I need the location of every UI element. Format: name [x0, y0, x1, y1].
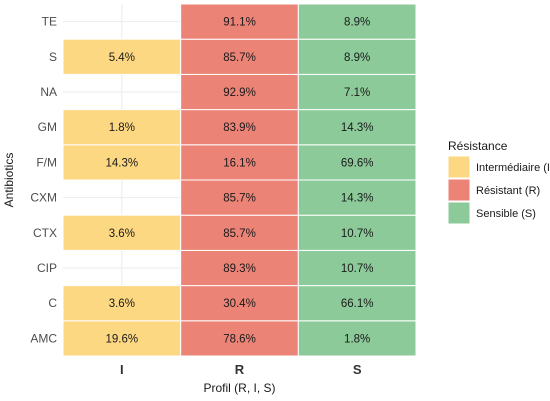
cell-label-c-i: 3.6% — [109, 298, 135, 310]
cell-label-f-m-s: 69.6% — [341, 157, 374, 169]
cell-label-cip-r: 89.3% — [223, 263, 256, 275]
cell-label-f-m-i: 14.3% — [106, 157, 139, 169]
legend: Résistance Intermédiaire (I) Résistant (R… — [447, 139, 550, 225]
legend-swatch-r — [447, 178, 471, 202]
legend-swatch-s — [447, 201, 471, 225]
cell-label-f-m-r: 16.1% — [223, 157, 256, 169]
y-tick-s: S — [49, 50, 57, 64]
legend-label-s: Sensible (S) — [476, 208, 536, 220]
y-tick-cxm: CXM — [30, 191, 57, 205]
cell-label-c-r: 30.4% — [223, 298, 256, 310]
cell-amc-s — [297, 320, 417, 357]
y-tick-amc: AMC — [30, 331, 57, 345]
legend-items: Intermédiaire (I) Résistant (R) Sensible (… — [447, 155, 550, 225]
y-tick-f-m: F/M — [36, 155, 57, 169]
legend-title: Résistance — [448, 139, 508, 153]
y-tick-te: TE — [42, 15, 57, 29]
cell-ctx-i — [62, 214, 182, 251]
cell-label-te-r: 91.1% — [223, 17, 256, 29]
cell-ctx-r — [180, 214, 299, 251]
cell-amc-r — [180, 320, 299, 357]
cell-na-r — [180, 73, 299, 111]
cell-label-amc-r: 78.6% — [223, 333, 256, 345]
cell-label-c-s: 66.1% — [341, 298, 374, 310]
cell-label-te-s: 8.9% — [344, 17, 370, 29]
y-tick-c: C — [48, 296, 57, 310]
cell-cip-s — [297, 249, 417, 287]
cell-label-cip-s: 10.7% — [341, 263, 374, 275]
y-tick-na: NA — [40, 85, 57, 99]
cell-labels-layer: 19.6% 78.6% 1.8% 3.6% 30.4% 66.1% 89.3% 10.7% 3.… — [106, 17, 374, 346]
y-axis-title: Antibiotics — [2, 153, 16, 208]
cell-c-i — [62, 285, 182, 322]
cell-f-m-s — [297, 144, 417, 181]
x-axis-title: Profil (R, I, S) — [203, 381, 275, 395]
cell-label-amc-s: 1.8% — [344, 333, 370, 345]
cell-label-ctx-r: 85.7% — [223, 228, 256, 240]
cell-label-cxm-r: 85.7% — [223, 193, 256, 205]
y-tick-gm: GM — [38, 120, 57, 134]
cell-gm-r — [180, 109, 299, 146]
y-tick-ctx: CTX — [33, 226, 57, 240]
cell-te-r — [180, 3, 299, 40]
cell-label-ctx-s: 10.7% — [341, 228, 374, 240]
cell-label-ctx-i: 3.6% — [109, 228, 135, 240]
legend-label-r: Résistant (R) — [476, 185, 540, 197]
cell-label-gm-i: 1.8% — [109, 122, 135, 134]
cell-label-s-s: 8.9% — [344, 52, 370, 64]
cell-label-s-i: 5.4% — [109, 52, 135, 64]
legend-swatch-i — [447, 155, 471, 179]
cell-label-na-r: 92.9% — [223, 87, 256, 99]
x-tick-s: S — [353, 362, 362, 377]
cell-label-gm-s: 14.3% — [341, 122, 374, 134]
legend-label-i: Intermédiaire (I) — [476, 162, 550, 174]
cell-label-s-r: 85.7% — [223, 52, 256, 64]
x-tick-i: I — [120, 362, 124, 377]
cell-label-amc-i: 19.6% — [106, 333, 139, 345]
cell-s-i — [62, 38, 182, 75]
cells-layer — [62, 3, 417, 357]
cell-na-s — [297, 73, 417, 111]
y-tick-labels: AMC C CIP CTX CXM F/M GM NA S TE — [30, 15, 57, 346]
cell-gm-i — [62, 109, 182, 146]
cell-label-na-s: 7.1% — [344, 87, 370, 99]
cell-label-gm-r: 83.9% — [223, 122, 256, 134]
x-tick-r: R — [235, 362, 245, 377]
cell-c-s — [297, 285, 417, 322]
cell-label-cxm-s: 14.3% — [341, 193, 374, 205]
y-tick-cip: CIP — [37, 261, 57, 275]
cell-cxm-s — [297, 179, 417, 216]
cell-cip-r — [180, 249, 299, 287]
cell-f-m-i — [62, 144, 182, 181]
cell-f-m-r — [180, 144, 299, 181]
cell-s-s — [297, 38, 417, 75]
cell-te-s — [297, 3, 417, 40]
cell-c-r — [180, 285, 299, 322]
